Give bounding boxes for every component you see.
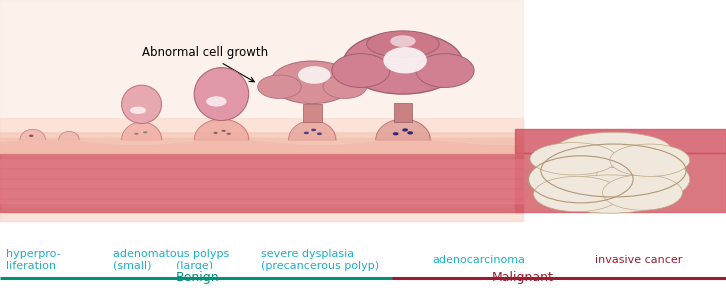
Text: invasive cancer: invasive cancer — [595, 255, 682, 265]
Text: Benign: Benign — [176, 271, 219, 284]
Ellipse shape — [402, 128, 408, 131]
Ellipse shape — [530, 143, 617, 175]
Ellipse shape — [304, 131, 309, 134]
Text: Malignant: Malignant — [492, 271, 554, 284]
Ellipse shape — [367, 31, 439, 57]
Ellipse shape — [258, 75, 301, 98]
Ellipse shape — [555, 132, 672, 168]
Ellipse shape — [383, 47, 427, 74]
Text: adenomatous polyps
(small)       (large): adenomatous polyps (small) (large) — [113, 249, 229, 271]
Ellipse shape — [213, 132, 218, 134]
Ellipse shape — [541, 144, 686, 197]
Ellipse shape — [595, 157, 690, 201]
Ellipse shape — [121, 85, 161, 123]
Ellipse shape — [610, 144, 690, 176]
Ellipse shape — [391, 35, 416, 47]
Ellipse shape — [407, 131, 413, 134]
Text: adenocarcinoma: adenocarcinoma — [432, 255, 525, 265]
Ellipse shape — [544, 175, 675, 213]
Ellipse shape — [534, 176, 621, 212]
Ellipse shape — [195, 68, 248, 121]
Ellipse shape — [270, 61, 354, 104]
Text: Abnormal cell growth: Abnormal cell growth — [142, 46, 268, 82]
Bar — [303, 104, 322, 122]
Ellipse shape — [603, 175, 682, 210]
Text: severe dysplasia
(precancerous polyp): severe dysplasia (precancerous polyp) — [261, 249, 380, 271]
Ellipse shape — [206, 96, 227, 106]
Ellipse shape — [134, 133, 139, 135]
Ellipse shape — [529, 156, 633, 203]
Bar — [394, 103, 412, 122]
Ellipse shape — [317, 132, 322, 135]
Text: hyperpro-
liferation: hyperpro- liferation — [6, 249, 60, 271]
Ellipse shape — [332, 54, 390, 88]
Ellipse shape — [416, 54, 474, 88]
Ellipse shape — [130, 106, 146, 114]
Ellipse shape — [227, 133, 231, 135]
Ellipse shape — [221, 130, 226, 132]
Ellipse shape — [323, 75, 367, 98]
Ellipse shape — [311, 128, 317, 131]
Ellipse shape — [298, 66, 331, 84]
Ellipse shape — [29, 135, 33, 137]
Ellipse shape — [393, 132, 399, 135]
Ellipse shape — [343, 32, 463, 94]
Ellipse shape — [143, 131, 147, 133]
